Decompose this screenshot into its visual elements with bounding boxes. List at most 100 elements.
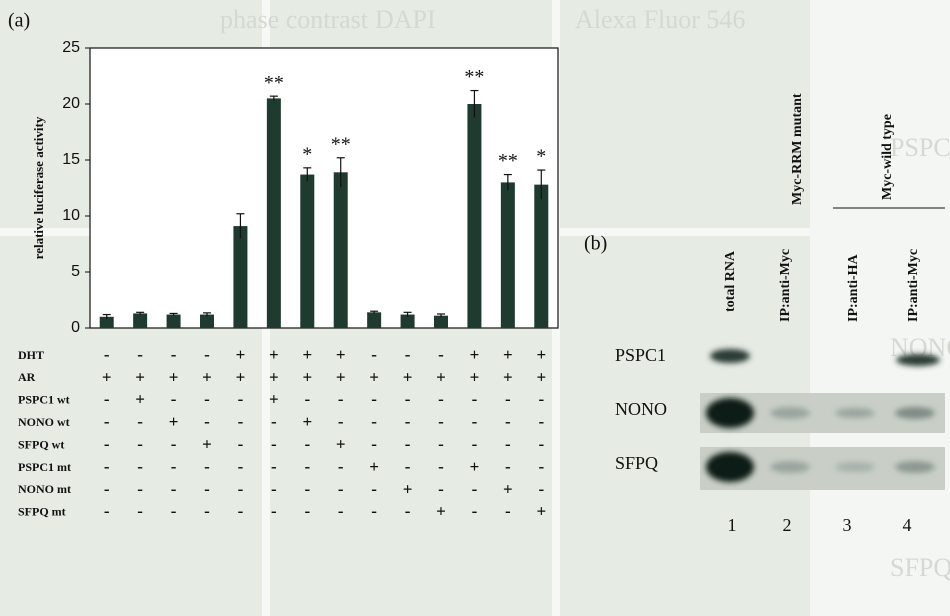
condition-sign: + [269,367,279,386]
lane-header: total RNA [723,250,738,312]
gel-band [896,354,940,366]
figure: phase contrast DAPI Alexa Fluor 546 PSPC… [0,0,950,616]
condition-sign: - [271,479,277,498]
condition-sign: + [302,412,312,431]
condition-sign: - [405,345,411,364]
condition-sign: - [238,435,244,454]
significance: ** [264,72,284,94]
ghost-title: phase contrast [220,5,369,34]
condition-sign: - [104,457,110,476]
condition-sign: - [338,502,344,521]
condition-sign: + [536,345,546,364]
ghost-row: SFPQ [890,553,950,582]
condition-sign: - [204,479,210,498]
condition-sign: - [538,435,544,454]
condition-sign: - [472,435,478,454]
condition-sign: - [438,390,444,409]
condition-sign: + [503,345,513,364]
bar [434,316,448,328]
condition-sign: + [202,367,212,386]
condition-sign: - [137,412,143,431]
group-label: Myc-RRM mutant [790,93,805,205]
condition-label: SFPQ wt [18,437,64,451]
gel-band [770,407,810,419]
condition-sign: - [472,390,478,409]
bar [534,185,548,328]
bar [167,315,181,328]
condition-sign: - [304,457,310,476]
lane-header: IP:anti-Myc [906,249,921,322]
condition-sign: + [169,412,179,431]
condition-label: PSPC1 wt [18,393,70,407]
condition-sign: - [304,479,310,498]
significance: ** [498,150,518,172]
condition-sign: + [135,367,145,386]
y-tick-label: 10 [62,207,80,224]
condition-sign: - [104,435,110,454]
condition-label: SFPQ mt [18,505,66,519]
condition-sign: + [135,390,145,409]
condition-sign: - [472,479,478,498]
condition-sign: - [505,390,511,409]
condition-sign: - [171,502,177,521]
condition-sign: - [271,412,277,431]
lane-number: 1 [728,515,737,535]
condition-sign: - [204,390,210,409]
lane-number: 3 [843,515,852,535]
condition-sign: - [238,479,244,498]
condition-sign: + [436,367,446,386]
background-band [810,0,950,616]
condition-sign: - [304,502,310,521]
bar [200,315,214,328]
condition-sign: - [137,435,143,454]
condition-sign: - [405,435,411,454]
condition-sign: - [438,435,444,454]
gel-band [895,407,935,419]
condition-sign: - [505,435,511,454]
y-tick-label: 15 [62,151,80,168]
y-tick-label: 0 [71,319,80,336]
bar [501,182,515,328]
y-tick-label: 5 [71,263,80,280]
condition-sign: - [472,502,478,521]
condition-sign: - [238,390,244,409]
condition-sign: - [238,502,244,521]
row-label: PSPC1 [615,345,666,365]
condition-sign: - [472,412,478,431]
condition-sign: - [238,457,244,476]
ghost-title: DAPI [375,5,436,34]
y-tick-label: 20 [62,95,80,112]
condition-sign: - [505,457,511,476]
condition-sign: + [369,367,379,386]
significance: ** [331,133,351,155]
lane-header: IP:anti-HA [846,253,861,322]
condition-sign: - [538,390,544,409]
condition-sign: + [503,479,513,498]
condition-sign: - [438,345,444,364]
condition-sign: - [171,479,177,498]
bar [267,98,281,328]
condition-sign: + [536,367,546,386]
condition-sign: - [405,412,411,431]
condition-sign: - [371,345,377,364]
condition-sign: - [137,502,143,521]
condition-sign: + [470,345,480,364]
condition-sign: + [336,345,346,364]
significance: * [536,146,546,168]
condition-sign: + [403,367,413,386]
condition-sign: - [238,412,244,431]
row-label: NONO [615,399,667,419]
condition-sign: - [271,435,277,454]
condition-sign: - [538,412,544,431]
condition-sign: - [171,457,177,476]
condition-sign: - [104,345,110,364]
group-label: Myc-wild type [880,114,895,200]
condition-sign: + [503,367,513,386]
significance: ** [464,66,484,88]
condition-sign: - [171,345,177,364]
gel-band [835,408,875,418]
condition-sign: - [204,457,210,476]
condition-sign: - [304,390,310,409]
condition-sign: - [104,502,110,521]
bar [467,104,481,328]
